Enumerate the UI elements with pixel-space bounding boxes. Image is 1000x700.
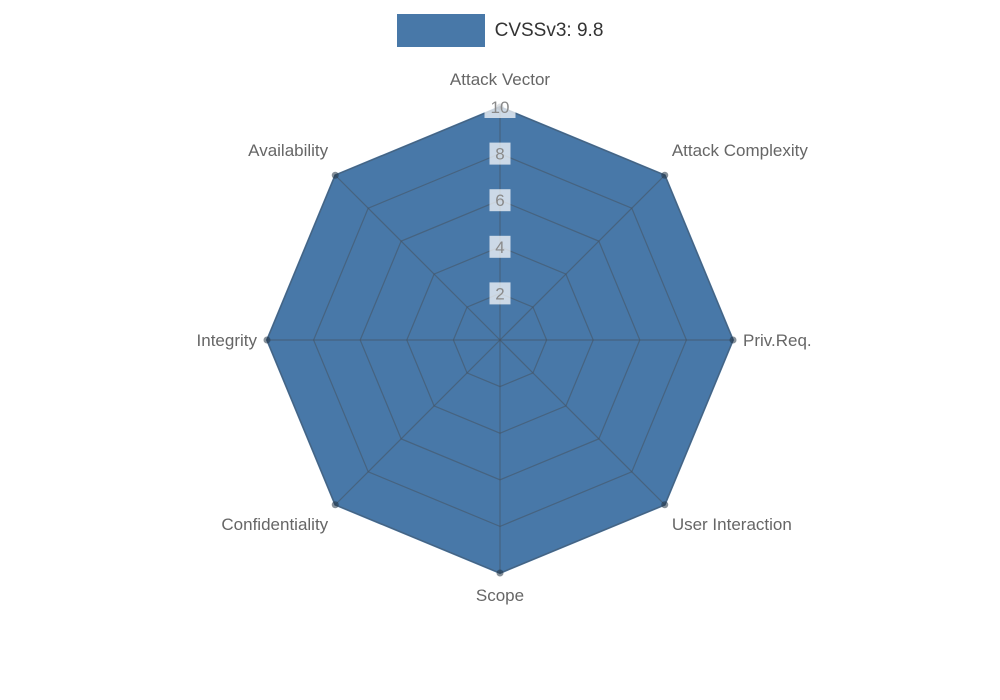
axis-label-integrity: Integrity	[197, 331, 258, 350]
tick-backdrop	[489, 282, 511, 305]
data-point	[263, 336, 271, 344]
legend-swatch	[396, 14, 485, 47]
legend-label: CVSSv3: 9.8	[494, 19, 604, 41]
tick-label: 6	[495, 191, 504, 210]
tick-label: 4	[495, 238, 504, 257]
axis-label-confidentiality: Confidentiality	[221, 515, 328, 534]
data-point	[496, 569, 504, 577]
tick-backdrop	[489, 189, 511, 212]
data-point	[661, 501, 669, 509]
tick-label: 2	[495, 284, 504, 303]
grid-spoke	[334, 339, 501, 506]
axis-label-priv-req-: Priv.Req.	[743, 331, 812, 350]
tick-backdrop	[489, 235, 511, 258]
tick-label: 10	[491, 98, 510, 117]
axis-label-user-interaction: User Interaction	[672, 515, 792, 534]
tick-backdrop	[489, 142, 511, 165]
axis-label-attack-complexity: Attack Complexity	[672, 141, 809, 160]
tick-label: 8	[495, 145, 504, 164]
grid-spoke	[499, 339, 666, 506]
data-point	[729, 336, 737, 344]
data-point	[661, 171, 669, 179]
axis-label-attack-vector: Attack Vector	[450, 70, 550, 89]
data-point	[331, 171, 339, 179]
grid-spoke	[499, 174, 666, 341]
tick-backdrop	[484, 96, 516, 118]
grid-spoke	[334, 174, 501, 341]
chart-legend[interactable]: CVSSv3: 9.8	[0, 14, 1000, 47]
axis-label-scope: Scope	[476, 586, 524, 605]
axis-label-availability: Availability	[248, 141, 329, 160]
data-point	[331, 501, 339, 509]
